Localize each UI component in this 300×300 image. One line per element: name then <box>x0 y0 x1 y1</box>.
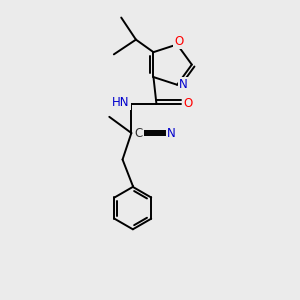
Text: HN: HN <box>112 96 130 109</box>
Text: N: N <box>179 78 188 91</box>
Text: N: N <box>167 127 176 140</box>
Text: O: O <box>174 35 183 48</box>
Text: C: C <box>135 127 143 140</box>
Text: O: O <box>183 97 193 110</box>
